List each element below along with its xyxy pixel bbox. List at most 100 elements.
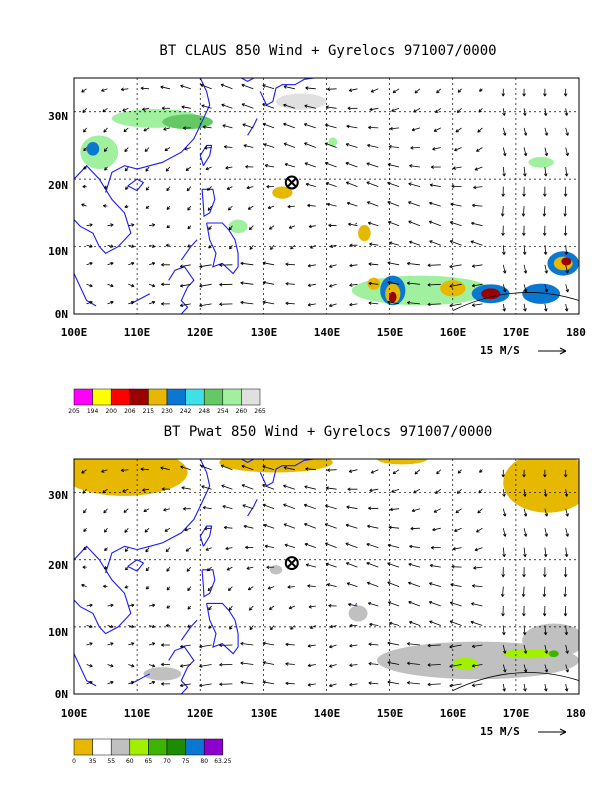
wind-vector	[478, 488, 483, 494]
wind-vector	[181, 486, 191, 490]
wind-vector	[86, 642, 93, 646]
wind-vector	[204, 526, 212, 531]
wind-vector	[103, 565, 108, 570]
shaded-region	[272, 186, 293, 199]
wind-vector	[240, 661, 254, 665]
wind-vector	[262, 503, 275, 510]
wind-vector	[288, 225, 296, 229]
wind-vector	[165, 243, 170, 248]
x-tick-label: 160E	[440, 326, 467, 339]
wind-vector	[160, 466, 170, 471]
wind-vector	[187, 244, 191, 248]
wind-vector	[86, 664, 93, 668]
colorbar-label: 70	[163, 758, 171, 765]
wind-vector	[523, 264, 528, 274]
wind-vector	[500, 586, 505, 597]
streamline	[452, 292, 579, 311]
wind-vector	[324, 542, 337, 548]
wind-vector	[521, 586, 526, 597]
wind-vector	[128, 262, 135, 266]
wind-vector	[107, 283, 114, 288]
wind-vector	[223, 145, 233, 149]
wind-vector	[414, 469, 421, 475]
wind-vector	[370, 88, 379, 93]
wind-vector	[368, 681, 379, 685]
wind-vector	[564, 108, 569, 116]
wind-vector	[389, 621, 400, 626]
wind-vector	[307, 263, 316, 268]
wind-vector	[501, 605, 505, 617]
y-tick-label: 20N	[48, 559, 68, 572]
colorbar-swatch	[73, 388, 93, 406]
wind-vector	[368, 262, 379, 266]
wind-vector	[283, 503, 296, 510]
wind-vector	[326, 87, 337, 91]
wind-vector	[164, 527, 171, 532]
wind-vector	[104, 147, 108, 152]
colorbar-label: 242	[180, 408, 192, 415]
wind-vector	[324, 142, 337, 148]
vector-scale-label: 15 M/S	[480, 344, 520, 357]
wind-vector	[502, 625, 506, 636]
x-tick-label: 100E	[61, 326, 88, 339]
wind-vector	[411, 508, 421, 513]
wind-vector	[179, 264, 191, 268]
vector-scale-arrowhead	[559, 347, 567, 355]
wind-vector	[449, 683, 462, 688]
wind-vector	[288, 605, 296, 610]
wind-vector	[143, 127, 150, 132]
x-tick-label: 140E	[314, 326, 341, 339]
colorbar-label: 75	[182, 758, 190, 765]
wind-vector	[148, 262, 156, 266]
colorbar-swatch	[110, 738, 131, 756]
wind-vector	[502, 664, 507, 673]
wind-vector	[408, 562, 421, 568]
wind-vector	[225, 165, 233, 170]
shaded-region	[503, 459, 579, 513]
colorbar-swatch	[185, 738, 205, 756]
coastline	[74, 164, 132, 254]
wind-vector	[523, 303, 527, 312]
wind-vector	[391, 107, 400, 112]
wind-vector	[329, 644, 337, 649]
colorbar-label: 63.25	[214, 758, 231, 765]
wind-vector	[283, 103, 296, 109]
x-tick-label: 110E	[124, 707, 151, 720]
wind-vector	[82, 108, 87, 113]
shaded-region	[522, 283, 561, 304]
wind-vector	[262, 84, 275, 90]
x-tick-label: 120E	[187, 326, 214, 339]
plot-area	[74, 78, 579, 314]
wind-vector	[187, 624, 191, 628]
wind-vector	[474, 547, 483, 552]
wind-vector	[222, 124, 233, 129]
wind-vector	[290, 625, 296, 630]
wind-vector	[205, 166, 212, 171]
wind-vector	[543, 88, 547, 97]
wind-vector	[523, 644, 528, 654]
wind-vector	[329, 664, 337, 668]
wind-vector	[436, 88, 442, 94]
colorbar-swatch	[203, 738, 224, 756]
wind-vector	[283, 523, 296, 529]
x-tick-label: 130E	[251, 707, 278, 720]
shaded-region	[269, 565, 283, 575]
wind-vector	[369, 622, 379, 627]
wind-vector	[86, 262, 93, 266]
coastline	[180, 619, 198, 641]
wind-vector	[183, 507, 191, 511]
x-tick-label: 170E	[503, 326, 530, 339]
wind-vector	[144, 527, 150, 533]
colorbar-label: 205	[68, 408, 80, 415]
wind-vector	[181, 105, 191, 109]
wind-vector	[219, 643, 233, 648]
wind-vector	[86, 223, 93, 227]
wind-vector	[107, 642, 114, 646]
coastline	[240, 459, 255, 464]
wind-vector	[413, 488, 421, 494]
wind-vector	[411, 127, 421, 132]
shaded-region	[561, 257, 572, 266]
wind-vector	[187, 205, 192, 211]
wind-vector	[387, 562, 400, 568]
wind-vector	[544, 664, 549, 673]
